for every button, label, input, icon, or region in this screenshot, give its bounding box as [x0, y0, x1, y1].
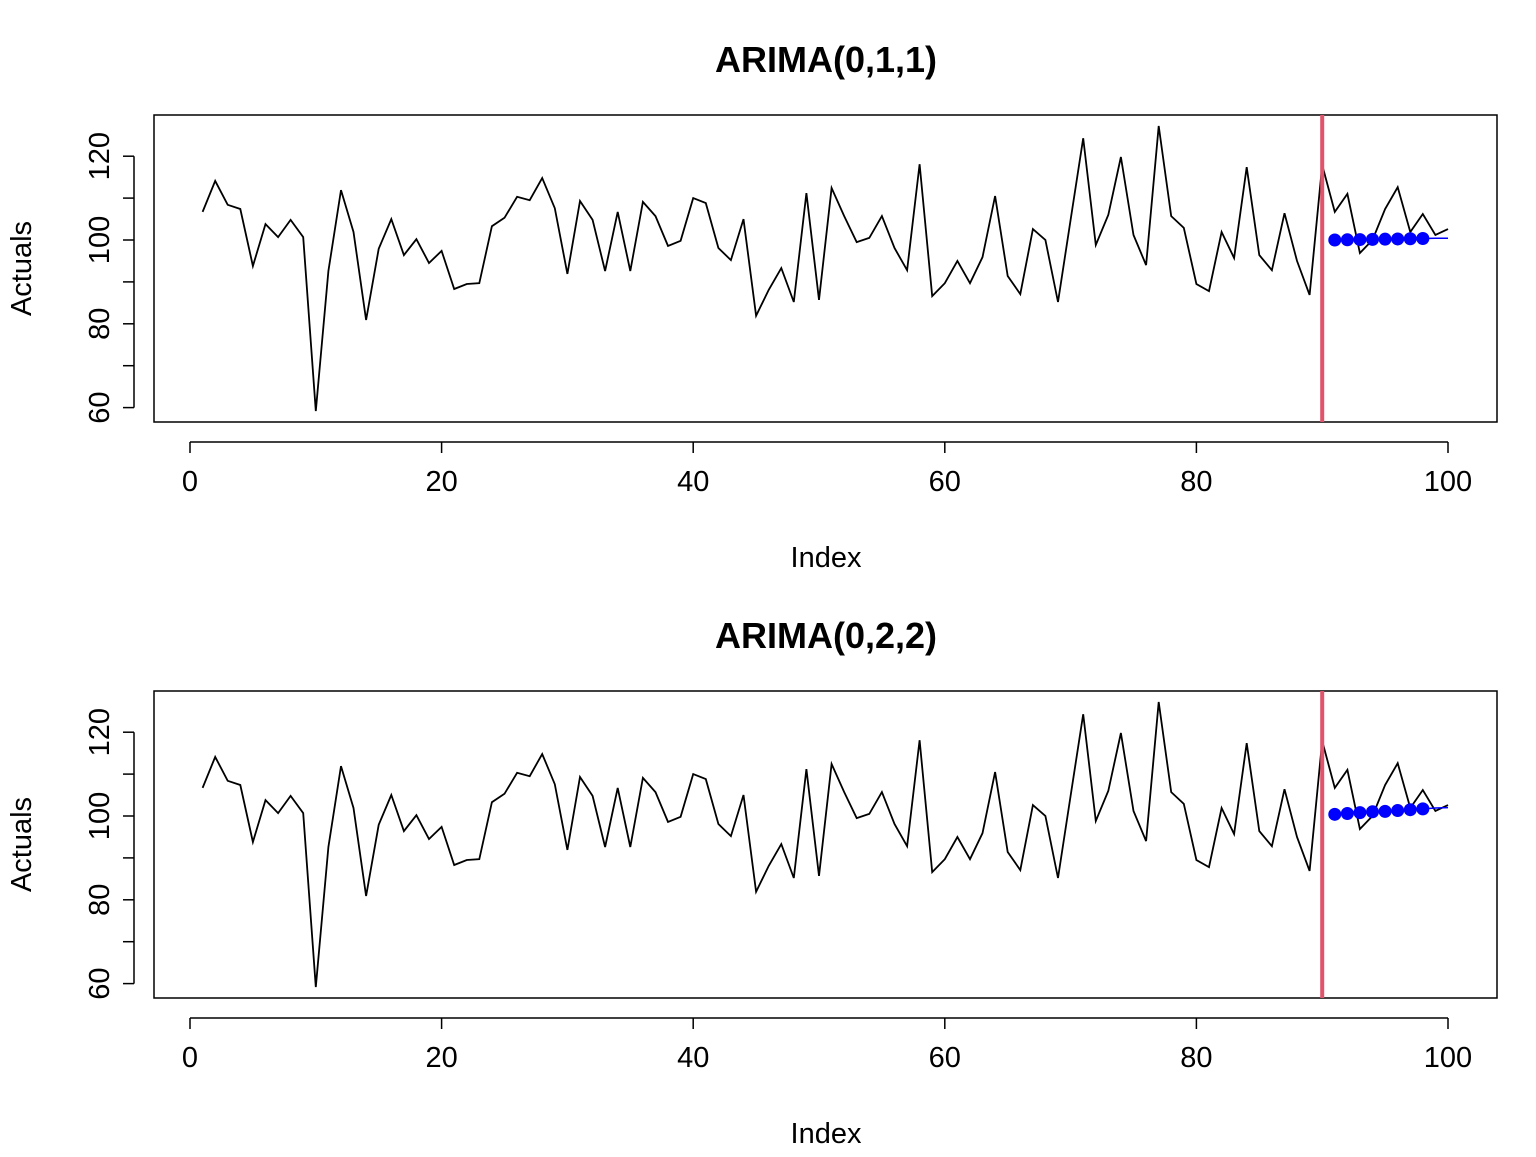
y-axis: 60 80 100 120 Actuals: [6, 708, 135, 1000]
forecast-point: [1416, 232, 1430, 246]
forecast-point: [1378, 232, 1392, 246]
y-tick-label: 100: [84, 792, 116, 840]
forecast-point: [1403, 232, 1417, 246]
x-tick-label: 20: [425, 466, 457, 498]
x-tick-label: 0: [182, 466, 198, 498]
forecast-point: [1366, 805, 1380, 819]
x-axis: 0 20 40 60 80 100 Index: [182, 1017, 1472, 1150]
forecast-point: [1403, 803, 1417, 817]
forecast-point: [1340, 233, 1354, 247]
x-tick-label: 60: [929, 1042, 961, 1074]
forecast-point: [1366, 232, 1380, 246]
x-tick-label: 60: [929, 466, 961, 498]
x-tick-label: 0: [182, 1042, 198, 1074]
forecast-point: [1391, 804, 1405, 818]
x-tick-label: 40: [677, 466, 709, 498]
forecast-point: [1353, 233, 1367, 247]
x-tick-label: 20: [425, 1042, 457, 1074]
plot-frame: [153, 690, 1498, 999]
y-tick-label: 100: [84, 216, 116, 264]
x-tick-label: 100: [1424, 1042, 1472, 1074]
y-tick-label: 80: [84, 308, 116, 340]
forecast-point: [1416, 802, 1430, 816]
actuals-series-line: [201, 125, 1449, 412]
panel-1: ARIMA(0,1,1) 0 20 40 60 80 100 Index 60 80 100 120 A…: [6, 39, 1498, 574]
y-tick-label: 60: [84, 967, 116, 999]
forecast-point: [1328, 807, 1342, 821]
y-tick-label: 120: [84, 708, 116, 756]
y-tick-label: 60: [84, 391, 116, 423]
y-tick-label: 80: [84, 884, 116, 916]
y-tick-label: 120: [84, 132, 116, 180]
x-tick-label: 80: [1180, 466, 1212, 498]
x-axis: 0 20 40 60 80 100 Index: [182, 441, 1472, 574]
chart-title: ARIMA(0,2,2): [715, 615, 937, 656]
x-axis-label: Index: [791, 542, 862, 574]
forecast-point: [1378, 804, 1392, 818]
actuals-series-line: [201, 701, 1449, 988]
y-axis-label: Actuals: [6, 221, 38, 316]
x-tick-label: 80: [1180, 1042, 1212, 1074]
x-axis-label: Index: [791, 1118, 862, 1150]
x-tick-label: 100: [1424, 466, 1472, 498]
plot-frame: [153, 114, 1498, 423]
chart-title: ARIMA(0,1,1): [715, 39, 937, 80]
panel-2: ARIMA(0,2,2) 0 20 40 60 80 100 Index 60 80 100 120 A…: [6, 615, 1498, 1150]
forecast-point: [1353, 806, 1367, 820]
y-axis-label: Actuals: [6, 797, 38, 892]
forecast-point: [1391, 232, 1405, 246]
y-axis: 60 80 100 120 Actuals: [6, 132, 135, 424]
forecast-point: [1328, 233, 1342, 247]
forecast-point: [1340, 806, 1354, 820]
x-tick-label: 40: [677, 1042, 709, 1074]
